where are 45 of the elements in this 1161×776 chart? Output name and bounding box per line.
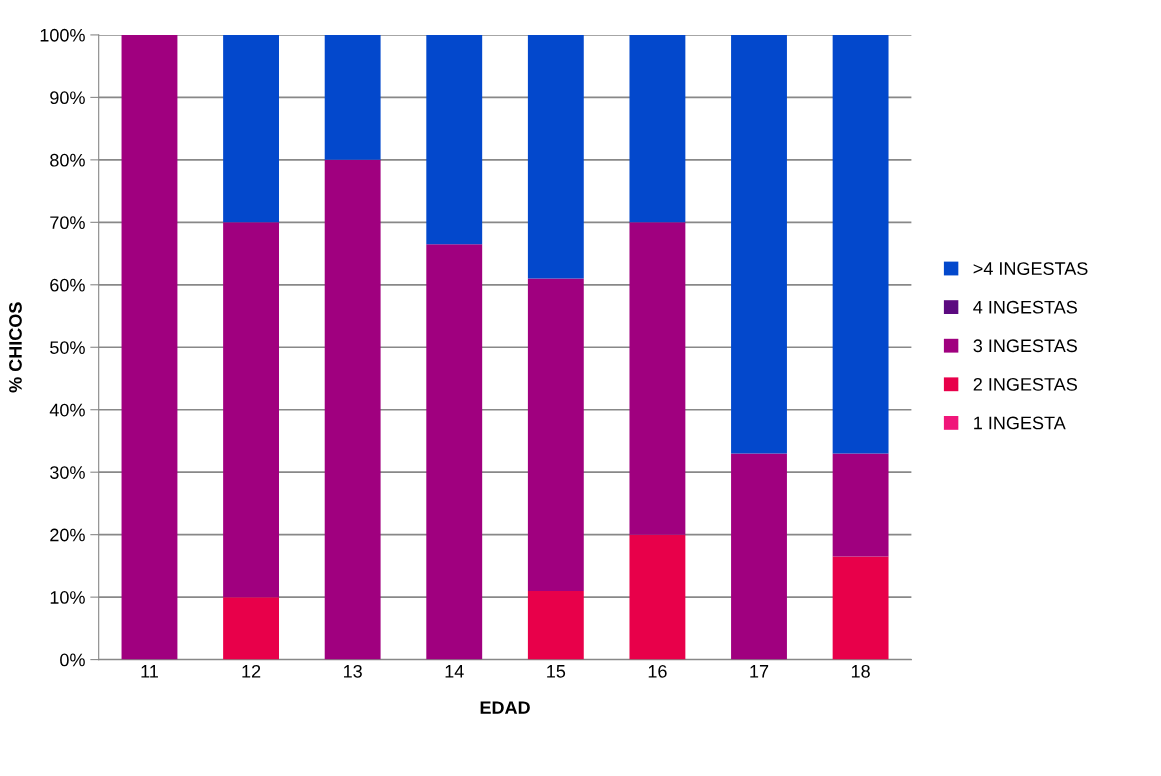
- x-tick-label: 11: [141, 665, 158, 678]
- legend-label: 1 INGESTA: [974, 416, 1066, 430]
- y-tick-label: 0%: [60, 653, 85, 667]
- bar: [223, 34, 279, 223]
- legend-label: 4 INGESTAS: [973, 300, 1077, 314]
- x-tick-label: 18: [851, 664, 870, 678]
- bar: [324, 34, 381, 160]
- x-tick-label: 17: [750, 665, 769, 678]
- legend-label: 3 INGESTAS: [973, 339, 1077, 353]
- bar: [731, 453, 787, 660]
- y-tick-label: 40%: [49, 403, 85, 417]
- x-tick-label: 14: [445, 665, 464, 678]
- bar: [629, 222, 686, 535]
- bar: [731, 34, 787, 454]
- bar: [527, 278, 584, 591]
- bar: [527, 590, 584, 660]
- legend-label: 2 INGESTAS: [973, 377, 1077, 391]
- y-tick-label: 50%: [50, 341, 85, 354]
- bar: [426, 34, 483, 245]
- y-tick-label: 100%: [40, 28, 85, 42]
- x-tick-label: 15: [547, 665, 566, 678]
- bar: [629, 34, 686, 223]
- bar: [832, 556, 889, 660]
- y-tick-label: 90%: [50, 91, 85, 105]
- bar: [223, 597, 279, 660]
- bar: [832, 34, 889, 454]
- x-tick-label: 16: [648, 664, 667, 678]
- bar: [426, 244, 483, 660]
- y-tick-label: 80%: [50, 153, 85, 167]
- bar: [121, 34, 178, 660]
- y-tick-label: 20%: [50, 528, 85, 542]
- y-tick-label: 10%: [50, 591, 85, 604]
- y-tick-label: 60%: [50, 278, 85, 292]
- bar: [324, 159, 381, 660]
- x-axis-title: EDAD: [480, 701, 530, 714]
- bar: [832, 453, 889, 557]
- x-tick-label: 13: [343, 664, 362, 678]
- bar: [527, 34, 584, 279]
- bar: [223, 222, 279, 598]
- y-tick-label: 30%: [50, 466, 85, 479]
- y-tick-label: 70%: [50, 216, 85, 230]
- x-tick-label: 12: [242, 664, 261, 678]
- legend-label: >4 INGESTAS: [973, 262, 1088, 275]
- bar: [629, 534, 686, 660]
- y-axis-title: % CHICOS: [9, 302, 22, 393]
